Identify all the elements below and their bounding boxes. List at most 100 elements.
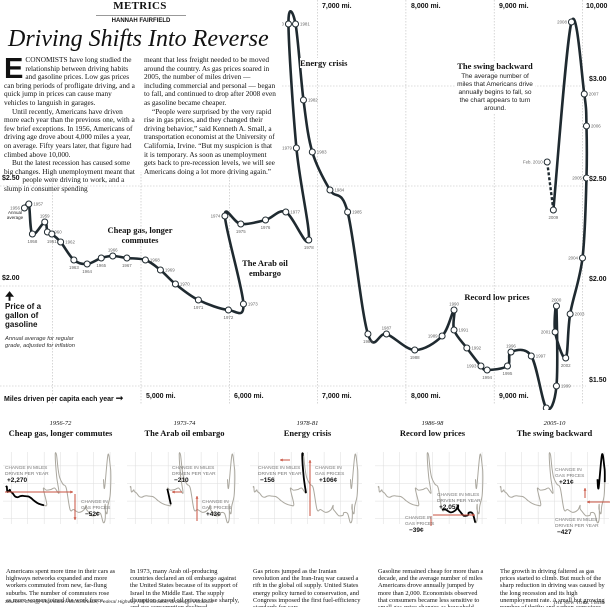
gas-change-label: CHANGE IN GAS PRICES (315, 466, 345, 477)
data-point-1965 (97, 254, 105, 262)
headline: Driving Shifts Into Reverse (8, 26, 269, 52)
data-point-1961 (48, 230, 56, 238)
annotation-swing-desc: The average number of miles that America… (455, 73, 535, 113)
article: METRICS HANNAH FAIRFIELD Driving Shifts … (0, 0, 282, 193)
point-label: 1999 (561, 384, 571, 389)
panel-years: 1973-74 (173, 420, 196, 427)
point-label: 1969 (165, 268, 175, 273)
point-label: 1977 (290, 210, 300, 215)
miles-change-label: CHANGE IN MILES DRIVEN PER YEAR (258, 466, 302, 477)
panel-chart (250, 452, 362, 524)
right-arrow-icon: ➞ (115, 393, 124, 403)
panel-text: The growth in driving faltered as gas pr… (500, 568, 605, 607)
data-point-1962 (57, 238, 65, 246)
y-tick-right: $2.00 (588, 276, 608, 283)
data-point-2003 (566, 310, 574, 318)
point-label: 2003 (575, 312, 585, 317)
point-label: 1957 (33, 202, 43, 207)
panel-years: 1986-98 (421, 420, 444, 427)
x-tick-top: 9,000 mi. (499, 3, 529, 10)
point-label: 1959 (40, 214, 50, 219)
data-point-1991 (450, 326, 458, 334)
gas-change-value: +106¢ (319, 477, 338, 484)
panel-title: Energy crisis (283, 428, 332, 438)
point-label: 1981 (300, 22, 310, 27)
data-point-1976 (262, 216, 270, 224)
panel-chart (3, 452, 115, 524)
data-point-1986 (364, 330, 372, 338)
point-label: 2008 (557, 20, 567, 25)
panel-chart (127, 452, 239, 524)
arrowhead-icon (472, 513, 475, 517)
point-label: 1966 (108, 248, 118, 253)
paragraph: meant that less freight needed to be mov… (144, 55, 276, 107)
point-label: 1973 (248, 302, 258, 307)
annotation-cheap-gas: Cheap gas, longer commutes (107, 225, 173, 245)
arrowhead-icon (587, 500, 590, 504)
sources: Sources: Energy Information Administrati… (5, 600, 214, 605)
series-line-dashed (545, 161, 555, 211)
panel-title: The Arab oil embargo (144, 428, 225, 438)
point-label: 2006 (591, 124, 601, 129)
point-label: 2007 (589, 92, 599, 97)
data-point-1963 (70, 256, 78, 264)
point-label: 1964 (82, 269, 92, 274)
data-point-1967 (123, 254, 131, 262)
annual-average-note: Annual average (6, 210, 24, 220)
y-tick-right: $3.00 (588, 76, 608, 83)
miles-change-label: CHANGE IN MILES DRIVEN PER YEAR (172, 466, 216, 477)
x-tick-bottom: 9,000 mi. (499, 393, 529, 400)
point-label: 1986 (363, 339, 373, 344)
article-column-1: E CONOMISTS have long studied the relatio… (4, 53, 136, 194)
miles-change-value: −156 (260, 477, 275, 484)
data-point-1974 (221, 212, 229, 220)
point-label: 1985 (352, 210, 362, 215)
data-point-1978 (305, 236, 313, 244)
miles-change-value: −210 (174, 477, 189, 484)
data-point-1956 (20, 204, 28, 212)
data-point-1958 (28, 230, 36, 238)
x-axis-title: Miles driven per capita each year ➞ (4, 393, 124, 403)
panel-title: Cheap gas, longer commutes (8, 428, 113, 438)
data-point-2006 (582, 122, 590, 130)
point-label: 1996 (506, 344, 516, 349)
point-label: 1975 (236, 229, 246, 234)
point-label: 1956 (10, 206, 20, 211)
data-point-1985 (344, 208, 352, 216)
data-point-2000 (552, 302, 560, 310)
point-label: 2000 (552, 298, 562, 303)
point-label: 1976 (261, 225, 271, 230)
panel-highlight-line (441, 504, 477, 523)
gas-change-value: +43¢ (206, 511, 221, 518)
data-point-1964 (83, 260, 91, 268)
panel-chart (375, 452, 487, 526)
data-point-1959 (41, 218, 49, 226)
miles-change-value: −427 (557, 529, 572, 536)
annotation-record-low: Record low prices (464, 292, 530, 302)
data-point-1990 (450, 306, 458, 314)
annotation-energy-crisis: Energy crisis (300, 58, 370, 68)
gas-change-value: −52¢ (85, 511, 100, 518)
arrowhead-icon (308, 460, 312, 463)
panel-years: 1978-81 (296, 420, 319, 427)
point-label: Feb. 2010 (523, 160, 543, 165)
point-label: 1968 (150, 258, 160, 263)
point-label: 1974 (211, 214, 221, 219)
drop-cap: E (4, 53, 24, 85)
arrowhead-icon (70, 490, 73, 494)
miles-change-label: CHANGE IN MILES DRIVEN PER YEAR (555, 518, 599, 529)
data-point-1977 (282, 208, 290, 216)
paragraph: But the latest recession has caused some… (4, 158, 135, 193)
y-axis-note: Annual average for regular grade, adjust… (5, 336, 75, 349)
data-point-1970 (171, 280, 179, 288)
point-label: 1962 (65, 240, 75, 245)
data-point-1995 (503, 362, 511, 370)
gas-change-label: CHANGE IN GAS PRICES (81, 500, 111, 511)
up-arrow-icon: 🠉 (5, 291, 15, 303)
data-point-1966 (109, 252, 117, 260)
panel-title: The swing backward (516, 428, 593, 438)
gas-change-label: CHANGE IN GAS PRICES (555, 468, 585, 479)
point-label: 1992 (471, 346, 481, 351)
panel-context-line (252, 452, 359, 524)
